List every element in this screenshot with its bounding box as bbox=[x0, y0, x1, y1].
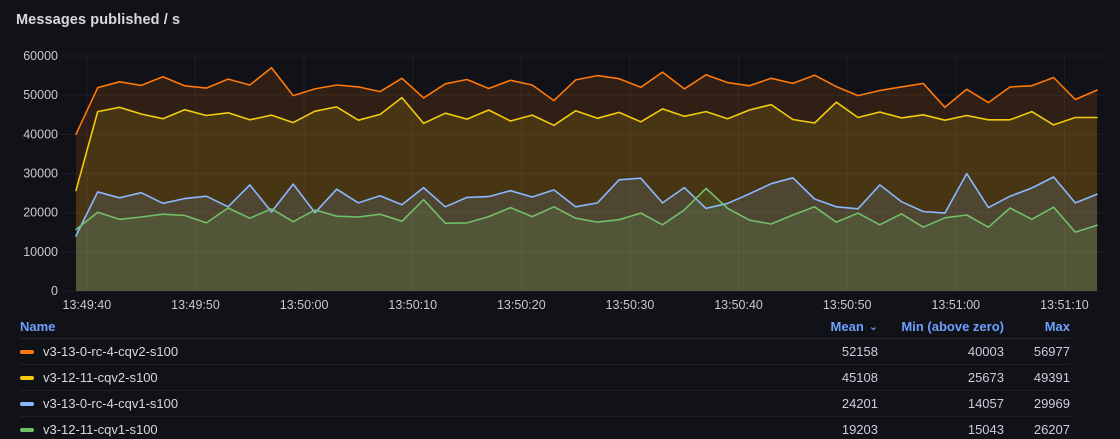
series-color-swatch[interactable] bbox=[20, 349, 34, 354]
series-min-value: 15043 bbox=[967, 422, 1004, 437]
series-area[interactable] bbox=[76, 173, 1097, 291]
y-axis-tick-label: 10000 bbox=[23, 245, 58, 259]
y-axis-tick-label: 40000 bbox=[23, 127, 58, 141]
x-axis-tick-label: 13:51:00 bbox=[931, 298, 980, 312]
series-line[interactable] bbox=[75, 96, 1098, 192]
series-mean-value: 19203 bbox=[841, 422, 878, 437]
series-mean-value: 45108 bbox=[841, 370, 878, 385]
series-mean-value: 52158 bbox=[841, 344, 878, 359]
x-axis-tick-label: 13:49:50 bbox=[171, 298, 220, 312]
legend-header-name[interactable]: Name bbox=[20, 319, 56, 334]
legend-row: v3-13-0-rc-4-cqv1-s100 24201 14057 29969 bbox=[20, 391, 1070, 417]
legend-header-row: Name Mean ⌄ Min (above zero) Max bbox=[20, 315, 1070, 339]
legend-row: v3-12-11-cqv2-s100 45108 25673 49391 bbox=[20, 365, 1070, 391]
series-color-swatch[interactable] bbox=[20, 401, 34, 406]
y-axis-tick-label: 50000 bbox=[23, 88, 58, 102]
y-axis-tick-label: 60000 bbox=[23, 49, 58, 63]
x-axis-tick-label: 13:50:00 bbox=[280, 298, 329, 312]
legend-header-mean[interactable]: Mean ⌄ bbox=[758, 319, 878, 334]
panel-header[interactable]: Messages published / s bbox=[0, 0, 1120, 40]
series-mean-value: 24201 bbox=[841, 396, 878, 411]
timeseries-chart[interactable]: 0 10000 20000 30000 40000 50000 60000 13:49:40 1… bbox=[0, 40, 1120, 315]
legend-header-min[interactable]: Min (above zero) bbox=[901, 319, 1004, 334]
series-max-value: 56977 bbox=[1033, 344, 1070, 359]
series-area[interactable] bbox=[76, 188, 1097, 291]
series-color-swatch[interactable] bbox=[20, 375, 34, 380]
x-axis-tick-label: 13:50:20 bbox=[497, 298, 546, 312]
series-max-value: 26207 bbox=[1033, 422, 1070, 437]
series-name[interactable]: v3-12-11-cqv2-s100 bbox=[43, 370, 158, 385]
x-axis-tick-label: 13:50:30 bbox=[606, 298, 655, 312]
legend-row: v3-13-0-rc-4-cqv2-s100 52158 40003 56977 bbox=[20, 339, 1070, 365]
series-max-value: 49391 bbox=[1033, 370, 1070, 385]
x-axis-tick-label: 13:51:10 bbox=[1040, 298, 1089, 312]
series-area[interactable] bbox=[76, 67, 1097, 291]
y-axis-tick-label: 20000 bbox=[23, 206, 58, 220]
x-axis-tick-label: 13:49:40 bbox=[63, 298, 112, 312]
series-name[interactable]: v3-12-11-cqv1-s100 bbox=[43, 422, 158, 437]
y-axis-tick-label: 30000 bbox=[23, 167, 58, 181]
sort-desc-icon: ⌄ bbox=[868, 321, 878, 333]
series-line[interactable] bbox=[75, 172, 1098, 237]
legend-header-max[interactable]: Max bbox=[1044, 319, 1070, 334]
series-min-value: 40003 bbox=[967, 344, 1004, 359]
panel-title: Messages published / s bbox=[16, 12, 181, 28]
x-axis-tick-label: 13:50:40 bbox=[714, 298, 763, 312]
legend-row: v3-12-11-cqv1-s100 19203 15043 26207 bbox=[20, 417, 1070, 439]
series-color-swatch[interactable] bbox=[20, 427, 34, 432]
series-name[interactable]: v3-13-0-rc-4-cqv2-s100 bbox=[43, 344, 179, 359]
legend-header-mean-label: Mean bbox=[830, 319, 864, 334]
y-axis-tick-label: 0 bbox=[51, 284, 58, 298]
x-axis-tick-label: 13:50:10 bbox=[388, 298, 437, 312]
series-line[interactable] bbox=[75, 187, 1098, 233]
legend-table: Name Mean ⌄ Min (above zero) Max v3-13-0-… bbox=[0, 315, 1120, 439]
series-area[interactable] bbox=[76, 97, 1097, 291]
series-name[interactable]: v3-13-0-rc-4-cqv1-s100 bbox=[43, 396, 179, 411]
series-max-value: 29969 bbox=[1033, 396, 1070, 411]
series-min-value: 25673 bbox=[967, 370, 1004, 385]
x-axis-tick-label: 13:50:50 bbox=[823, 298, 872, 312]
series-line[interactable] bbox=[75, 66, 1098, 136]
series-min-value: 14057 bbox=[967, 396, 1004, 411]
